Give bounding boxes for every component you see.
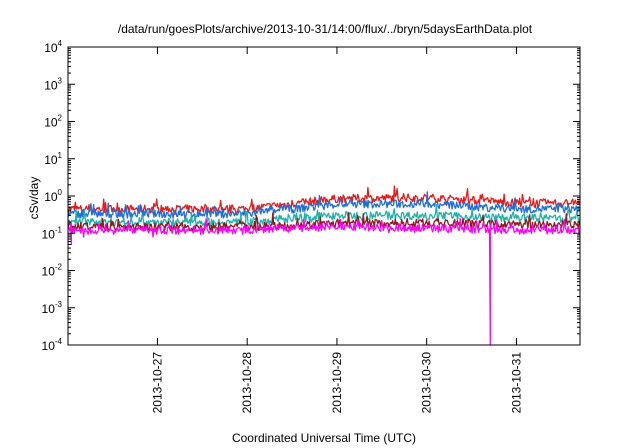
y-tick-exponent: -4 <box>55 337 63 346</box>
y-axis-label: cSv/day <box>27 177 41 220</box>
y-tick-label: 101 <box>44 151 62 167</box>
series-layer <box>67 185 581 346</box>
y-tick-label: 10-4 <box>42 337 63 353</box>
y-tick-exponent: -2 <box>55 263 63 272</box>
y-tick-exponent: -3 <box>55 300 63 309</box>
chart-title: /data/run/goesPlots/archive/2013-10-31/1… <box>118 22 533 36</box>
y-tick-exponent: 1 <box>58 151 63 160</box>
series-line <box>67 204 581 227</box>
y-tick-label: 10-3 <box>42 300 63 316</box>
y-tick-exponent: 3 <box>58 76 63 85</box>
y-tick-exponent: 0 <box>58 188 63 197</box>
x-tick-label: 2013-10-27 <box>150 352 164 414</box>
x-axis-label: Coordinated Universal Time (UTC) <box>232 431 416 445</box>
x-tick-label: 2013-10-31 <box>509 352 523 414</box>
x-tick-label: 2013-10-28 <box>240 352 254 414</box>
y-tick-label: 10-1 <box>42 225 63 241</box>
y-tick-exponent: -1 <box>55 225 63 234</box>
y-tick-exponent: 2 <box>58 114 63 123</box>
y-tick-label: 100 <box>44 188 62 204</box>
x-tick-label: 2013-10-29 <box>330 352 344 414</box>
y-tick-label: 102 <box>44 114 62 130</box>
plot-frame <box>67 46 581 346</box>
axes-layer: 10410310210110010-110-210-310-42013-10-2… <box>42 39 580 413</box>
y-tick-exponent: 4 <box>58 39 63 48</box>
y-tick-label: 104 <box>44 39 62 55</box>
x-tick-label: 2013-10-30 <box>420 352 434 414</box>
y-tick-label: 10-2 <box>42 263 63 279</box>
series-line <box>67 217 581 346</box>
series-line <box>67 185 581 216</box>
y-tick-label: 103 <box>44 76 62 92</box>
series-line <box>67 191 581 220</box>
